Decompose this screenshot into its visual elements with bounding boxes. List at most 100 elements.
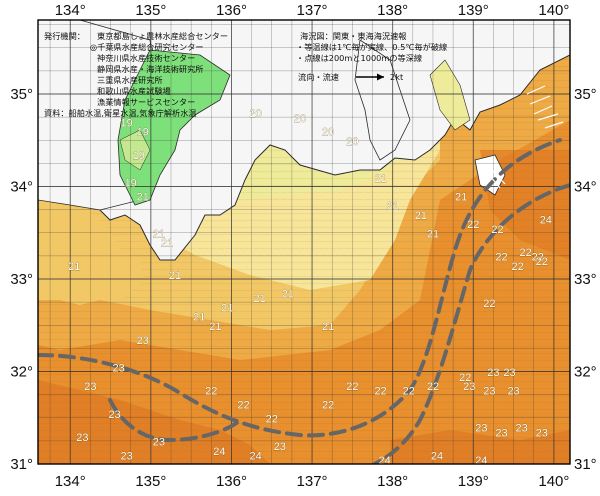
- isotherm-label: 23: [137, 335, 149, 347]
- lat-tick-label-right: 34°: [574, 179, 597, 196]
- legend-title: 海況図：関東・東海海況速報: [300, 31, 406, 41]
- lon-tick-label-top: 136°: [216, 2, 247, 19]
- isotherm-label: 24: [475, 455, 487, 467]
- lat-tick-label-right: 31°: [574, 456, 597, 473]
- ise-bay-shore: [354, 39, 411, 161]
- isotherm-label: 21: [322, 321, 334, 333]
- isotherm-label: 19: [137, 127, 149, 139]
- isotherm-label: 23: [483, 386, 495, 398]
- isotherm-label: 21: [153, 228, 165, 240]
- lon-tick-label-bottom: 140°: [538, 473, 569, 490]
- isotherm-label: 22: [322, 400, 334, 412]
- isotherm-label: 23: [536, 427, 548, 439]
- isotherm-label: 21: [415, 210, 427, 222]
- lon-tick-label-top: 134°: [55, 2, 86, 19]
- lon-tick-label-bottom: 134°: [55, 473, 86, 490]
- isotherm-label: 22: [511, 261, 523, 273]
- isotherm-label: 23: [495, 427, 507, 439]
- agency-2: ◎千葉県水産総合研究センター: [90, 42, 204, 52]
- kuroshio-axis-main: [38, 138, 562, 438]
- isotherm-label: 24: [540, 215, 552, 227]
- isotherm-label: 24: [250, 450, 262, 462]
- isotherm-label: 22: [374, 386, 386, 398]
- lat-tick-label-left: 35°: [10, 86, 33, 103]
- isotherm-label: 22: [467, 219, 479, 231]
- lat-tick-label-left: 32°: [10, 364, 33, 381]
- legend-block: 海況図：関東・東海海況速報 ・等温線は1℃毎が実線、0.5℃毎が破線 ・点線は2…: [296, 31, 447, 82]
- isotherm-label: 23: [153, 437, 165, 449]
- isotherm-label: 22: [520, 247, 532, 259]
- publisher-block: 発行機関： 東京都島しょ農林水産総合センター ◎千葉県水産総合研究センター 神奈…: [44, 31, 228, 118]
- legend-note-isotherms: ・等温線は1℃毎が実線、0.5℃毎が破線: [296, 42, 447, 52]
- current-label: 流向・流速: [298, 72, 339, 82]
- isotherm-label: 20: [294, 113, 306, 125]
- isotherm-label: 22: [205, 386, 217, 398]
- isotherm-label: 22: [266, 413, 278, 425]
- lat-lon-grid: [38, 20, 570, 464]
- lon-tick-label-bottom: 137°: [297, 473, 328, 490]
- lon-tick-label-bottom: 138°: [377, 473, 408, 490]
- agency-5: 三重県水産研究所: [97, 75, 163, 85]
- agency-7: 漁業情報サービスセンター: [97, 97, 195, 107]
- lat-tick-label-right: 32°: [574, 364, 597, 381]
- agency-4: 静岡県水産・海洋技術研究所: [97, 64, 203, 74]
- isotherm-label: 21: [427, 228, 439, 240]
- agency-6: 和歌山県水産試験場: [97, 86, 171, 96]
- isotherm-label: 23: [108, 409, 120, 421]
- isotherm-label: 22: [346, 381, 358, 393]
- isotherm-label: 24: [378, 455, 390, 467]
- isotherm-label: 22: [459, 372, 471, 384]
- isotherm-label: 21: [387, 201, 399, 213]
- isotherm-label: 21: [455, 191, 467, 203]
- lat-tick-label-right: 35°: [574, 86, 597, 103]
- isotherm-label: 22: [536, 256, 548, 268]
- longitude-ticks-bottom: 134° 135° 136° 137° 138° 139° 140°: [55, 473, 570, 490]
- isotherm-label: 22: [427, 381, 439, 393]
- lon-tick-label-bottom: 135°: [135, 473, 166, 490]
- isotherm-label: 21: [68, 261, 80, 273]
- isotherm-label: 23: [463, 381, 475, 393]
- agency-1: 東京都島しょ農林水産総合センター: [97, 31, 228, 41]
- kuroshio-axis: [38, 138, 570, 464]
- current-scale-arrow: [356, 73, 384, 81]
- isotherm-label: 19: [125, 178, 137, 190]
- lon-tick-label-top: 135°: [135, 2, 166, 19]
- latitude-ticks-right: 35° 34° 33° 32° 31°: [574, 86, 597, 473]
- isotherm-label: 21: [221, 302, 233, 314]
- isotherm-label: 23: [487, 367, 499, 379]
- isotherm-label: 22: [237, 400, 249, 412]
- isotherm-label: 23: [503, 367, 515, 379]
- isotherm-label: 20: [346, 136, 358, 148]
- isotherm-label: 21: [209, 321, 221, 333]
- osaka-bay-coastal-water: [117, 49, 231, 206]
- isotherm-label: 22: [532, 252, 544, 264]
- isotherm-label: 23: [76, 432, 88, 444]
- isotherm-label: 21: [254, 293, 266, 305]
- isotherm-label: 23: [274, 441, 286, 453]
- legend-note-isobaths: ・点線は200mと1000mの等深線: [296, 53, 422, 63]
- map-frame: [37, 19, 571, 465]
- lon-tick-label-top: 139°: [458, 2, 489, 19]
- suruga-bay: [429, 59, 471, 131]
- isotherm-label: 22: [483, 298, 495, 310]
- lat-tick-label-right: 33°: [574, 271, 597, 288]
- isotherm-label: 19: [133, 150, 145, 162]
- isotherm-label: 22: [495, 252, 507, 264]
- lon-tick-label-top: 138°: [377, 2, 408, 19]
- isotherm-label: 21: [161, 238, 173, 250]
- isotherm-label: 21: [374, 173, 386, 185]
- isotherm-label: 23: [516, 423, 528, 435]
- publisher-heading: 発行機関：: [44, 31, 85, 41]
- isotherm-label: 21: [282, 289, 294, 301]
- isotherm-label: 22: [491, 224, 503, 236]
- isotherm-label: 19: [121, 117, 133, 129]
- isotherm-label: 22: [403, 386, 415, 398]
- isotherm-label: 23: [475, 423, 487, 435]
- isotherm-label: 23: [121, 450, 133, 462]
- current-scale-value: 2kt: [390, 72, 404, 82]
- lon-tick-label-bottom: 139°: [458, 473, 489, 490]
- isotherm-label: 24: [213, 446, 225, 458]
- data-sources: 資料：船舶水温,衛星水温,気象庁解析水温: [44, 108, 197, 118]
